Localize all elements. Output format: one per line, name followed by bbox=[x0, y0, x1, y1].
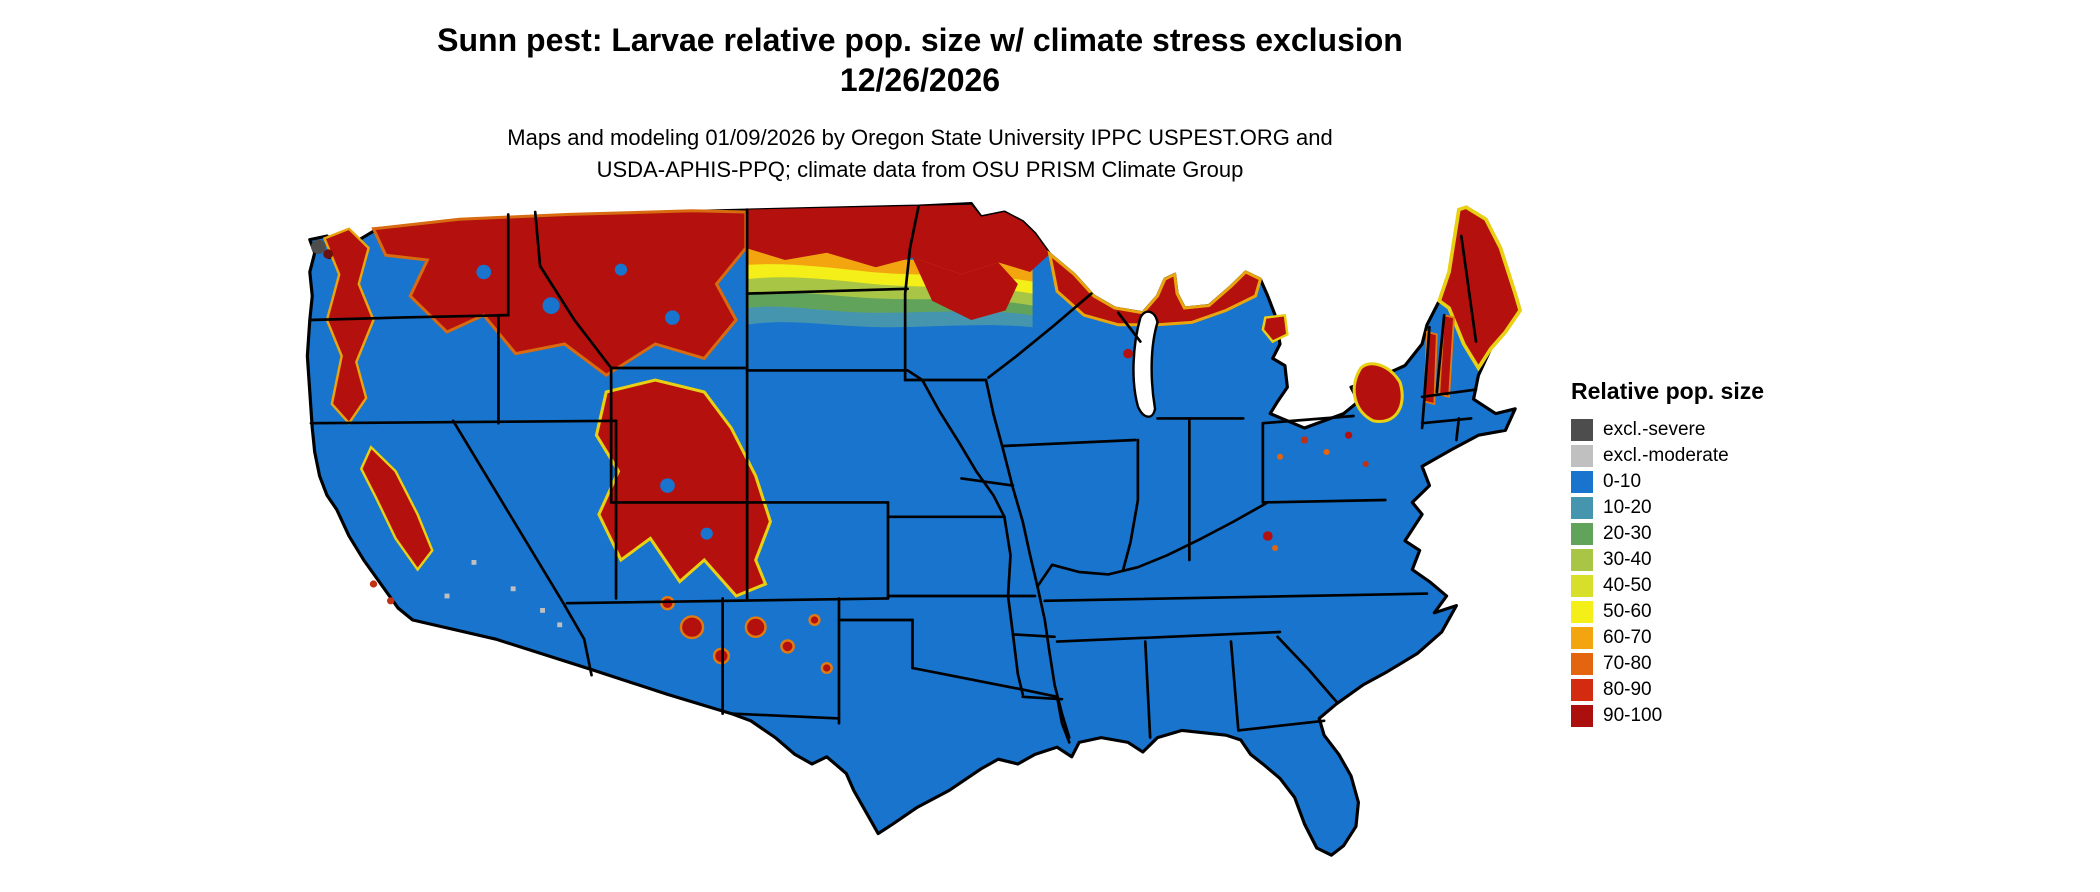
region-speckles-east bbox=[1262, 431, 1369, 551]
legend-label: 40-50 bbox=[1603, 575, 1652, 596]
legend-label: excl.-severe bbox=[1603, 419, 1706, 440]
region-sierra-nevada bbox=[359, 445, 434, 572]
legend-swatch bbox=[1571, 679, 1593, 701]
region-central-rockies bbox=[594, 378, 773, 598]
legend-row: 0-10 bbox=[1571, 469, 1891, 495]
legend-row: 30-40 bbox=[1571, 547, 1891, 573]
legend-row: 20-30 bbox=[1571, 521, 1891, 547]
legend-label: 90-100 bbox=[1603, 705, 1663, 726]
legend-row: excl.-severe bbox=[1571, 417, 1891, 443]
state-boundaries bbox=[308, 204, 1478, 744]
legend-row: excl.-moderate bbox=[1571, 443, 1891, 469]
legend-swatch bbox=[1571, 575, 1593, 597]
legend-swatch bbox=[1571, 601, 1593, 623]
region-northern-rockies bbox=[371, 209, 748, 378]
legend-label: 50-60 bbox=[1603, 601, 1652, 622]
legend-label: 60-70 bbox=[1603, 627, 1652, 648]
region-michigan-tip bbox=[1261, 313, 1289, 344]
legend-swatch bbox=[1571, 523, 1593, 545]
region-northern-border-band bbox=[745, 204, 1050, 275]
legend-label: 0-10 bbox=[1603, 471, 1642, 492]
high-population-regions bbox=[311, 204, 1523, 674]
lake-michigan bbox=[1132, 310, 1159, 418]
legend-row: 90-100 bbox=[1571, 703, 1891, 729]
subtitle-line-1: Maps and modeling 01/09/2026 by Oregon S… bbox=[507, 125, 1333, 150]
legend-title: Relative pop. size bbox=[1571, 378, 1765, 404]
title-line-2: 12/26/2026 bbox=[839, 62, 1001, 98]
map-subtitle: Maps and modeling 01/09/2026 by Oregon S… bbox=[0, 122, 1840, 186]
map-title: Sunn pest: Larvae relative pop. size w/ … bbox=[0, 20, 1840, 100]
legend-row: 80-90 bbox=[1571, 677, 1891, 703]
legend-row: 50-60 bbox=[1571, 599, 1891, 625]
legend-swatch bbox=[1571, 653, 1593, 675]
legend-row: 40-50 bbox=[1571, 573, 1891, 599]
us-map-svg bbox=[305, 202, 1523, 857]
region-olympic-dark bbox=[311, 239, 334, 259]
legend-swatch bbox=[1571, 471, 1593, 493]
legend-label: 80-90 bbox=[1603, 679, 1652, 700]
legend-label: 20-30 bbox=[1603, 523, 1652, 544]
legend-label: 10-20 bbox=[1603, 497, 1652, 518]
legend-swatch bbox=[1571, 419, 1593, 441]
legend-row: 10-20 bbox=[1571, 495, 1891, 521]
region-exclusion-speckles bbox=[444, 560, 563, 628]
legend-swatch bbox=[1571, 705, 1593, 727]
subtitle-line-2: USDA-APHIS-PPQ; climate data from OSU PR… bbox=[596, 157, 1244, 182]
legend-label: 70-80 bbox=[1603, 653, 1652, 674]
legend-items: excl.-severe excl.-moderate 0-10 10-20 20-30… bbox=[1571, 417, 1891, 729]
us-map bbox=[300, 200, 1525, 884]
title-line-1: Sunn pest: Larvae relative pop. size w/ … bbox=[437, 22, 1403, 58]
map-legend: Relative pop. size excl.-severe excl.-mod… bbox=[1571, 378, 1891, 729]
legend-swatch bbox=[1571, 549, 1593, 571]
legend-label: 30-40 bbox=[1603, 549, 1652, 570]
region-adirondacks bbox=[1352, 362, 1404, 424]
legend-label: excl.-moderate bbox=[1603, 445, 1729, 466]
legend-row: 60-70 bbox=[1571, 625, 1891, 651]
legend-row: 70-80 bbox=[1571, 651, 1891, 677]
legend-swatch bbox=[1571, 627, 1593, 649]
region-minnesota-red bbox=[912, 257, 1018, 320]
region-maine bbox=[1437, 205, 1523, 372]
legend-swatch bbox=[1571, 445, 1593, 467]
legend-swatch bbox=[1571, 497, 1593, 519]
region-az-nm-highlands bbox=[660, 596, 833, 674]
